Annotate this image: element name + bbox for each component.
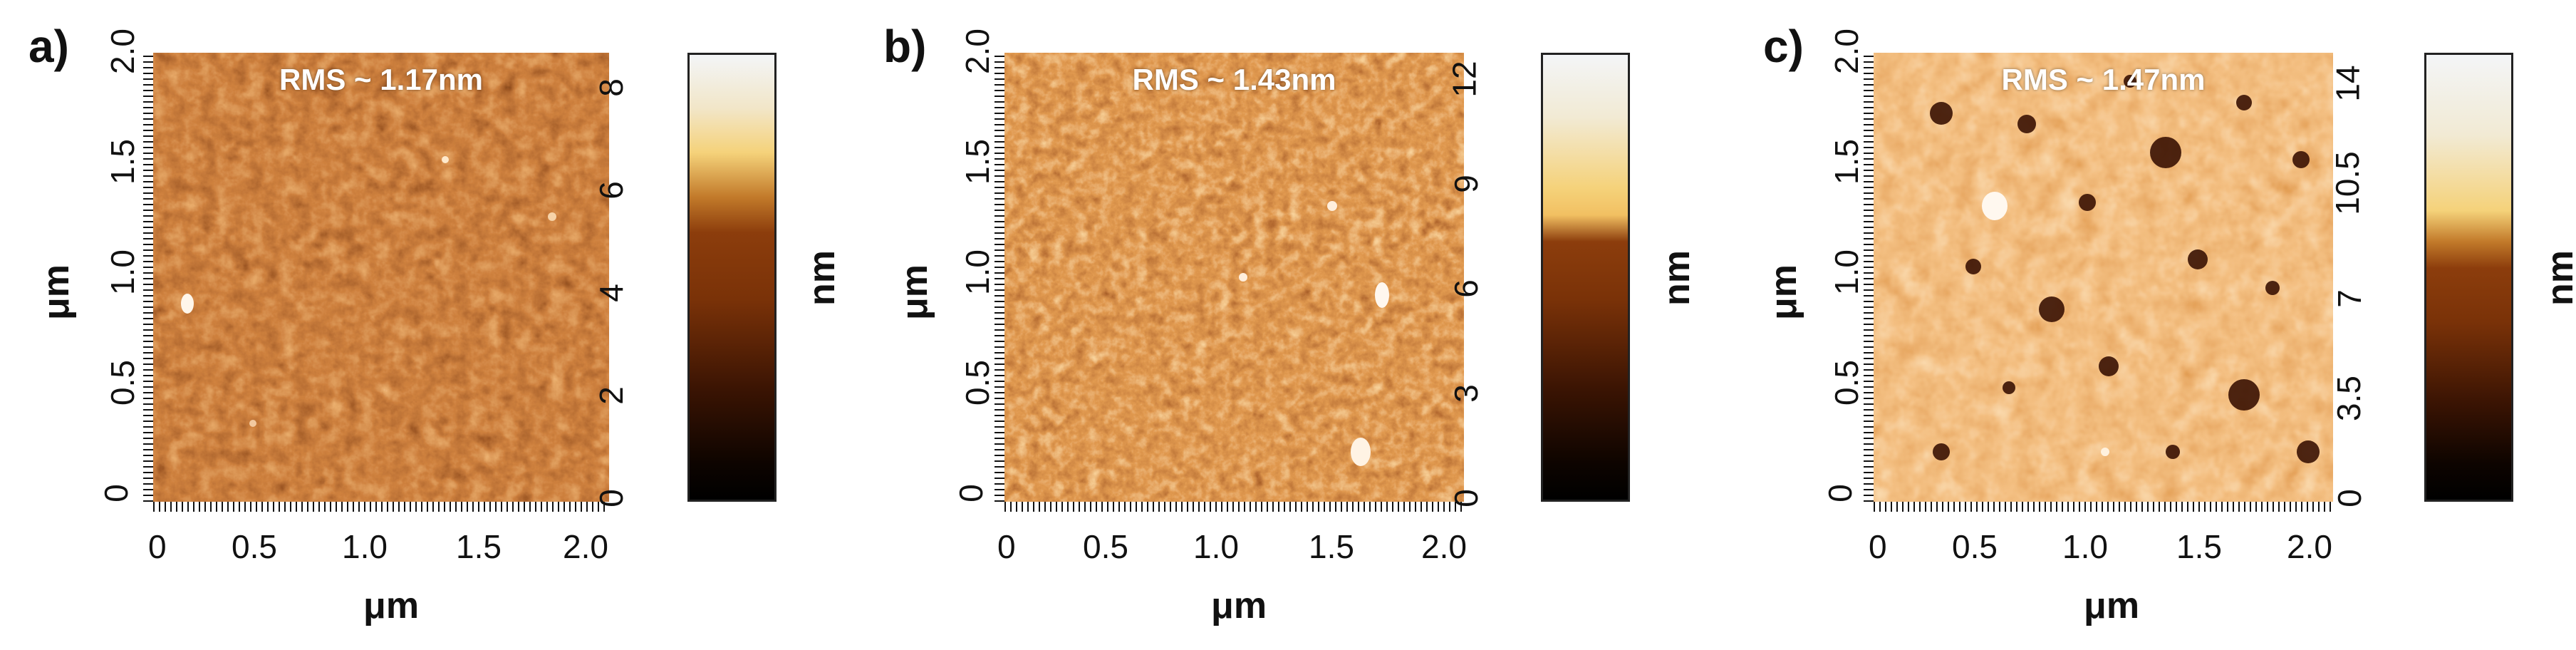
- x-tick-label: 1.0: [2062, 528, 2108, 565]
- colorbar-title: nm: [2540, 250, 2576, 306]
- y-tick-label: 2.0: [958, 29, 996, 74]
- panel-c: c) μm 0 0.5 1.0 1.5 2.0: [1713, 0, 2576, 650]
- x-axis-title: μm: [2084, 585, 2140, 626]
- x-tick-label: 1.5: [2176, 528, 2222, 565]
- colorbar-tick-label: 6: [1447, 279, 1485, 298]
- x-tick-label: 0.5: [232, 528, 277, 565]
- y-tick-label: 2.0: [103, 29, 141, 74]
- y-tick-label: 1.5: [1827, 139, 1865, 185]
- x-tick-label: 2.0: [2287, 528, 2332, 565]
- y-tick-label: 1.5: [958, 139, 996, 185]
- y-tick-label: 0.5: [103, 360, 141, 406]
- colorbar-tick-label: 9: [1447, 175, 1485, 193]
- colorbar-tick-label: 7: [2330, 289, 2368, 308]
- x-tick-label: 2.0: [563, 528, 608, 565]
- panel-label: c): [1763, 21, 1804, 72]
- x-axis-title: μm: [1211, 585, 1267, 626]
- x-tick-label: 1.5: [1309, 528, 1354, 565]
- colorbar-tick-label: 8: [592, 78, 630, 97]
- rms-annotation: RMS ~ 1.17nm: [279, 63, 483, 96]
- panel-label: b): [883, 21, 927, 72]
- x-tick-label: 1.5: [456, 528, 502, 565]
- colorbar-tick-label: 10.5: [2328, 151, 2366, 215]
- afm-height-map: RMS ~ 1.17nm: [153, 53, 609, 502]
- panel-label: a): [28, 21, 69, 72]
- panel-b: b) μm 0 0.5 1.0 1.5 2.0: [858, 0, 1713, 650]
- y-tick-label: 1.0: [1827, 249, 1865, 295]
- y-axis-title: μm: [894, 264, 936, 321]
- colorbar-tick-label: 0: [1447, 489, 1485, 507]
- y-axis-title: μm: [1763, 264, 1805, 321]
- x-axis-ticks-marks: [1874, 502, 2333, 512]
- colorbar-tick-label: 3: [1447, 384, 1485, 403]
- y-tick-label: 1.0: [103, 249, 141, 295]
- colorbar-tick-label: 2: [592, 386, 630, 405]
- x-axis-ticks-marks: [1004, 502, 1464, 512]
- colorbar-tick-label: 12: [1445, 61, 1483, 98]
- x-axis-title: μm: [363, 585, 420, 626]
- y-tick-label: 0: [97, 484, 135, 502]
- rms-annotation: RMS ~ 1.43nm: [1132, 63, 1336, 96]
- afm-height-map: RMS ~ 1.43nm: [1004, 53, 1464, 502]
- colorbar: [2424, 53, 2513, 502]
- x-tick-label: 1.0: [1193, 528, 1239, 565]
- rms-annotation: RMS ~ 1.47nm: [2001, 63, 2206, 96]
- y-axis-ticks-marks: [994, 53, 1004, 502]
- y-axis-ticks-marks: [143, 53, 153, 502]
- y-tick-label: 0: [1821, 484, 1859, 502]
- colorbar-tick-label: 0: [592, 489, 630, 507]
- colorbar-tick-label: 4: [592, 284, 630, 302]
- x-tick-label: 0: [1869, 528, 1887, 565]
- y-tick-label: 1.5: [103, 139, 141, 185]
- colorbar-tick-label: 6: [592, 181, 630, 200]
- x-tick-label: 2.0: [1421, 528, 1467, 565]
- colorbar-tick-label: 0: [2330, 489, 2368, 507]
- y-tick-label: 0.5: [1827, 360, 1865, 406]
- colorbar-title: nm: [1656, 250, 1698, 306]
- x-tick-label: 0: [997, 528, 1016, 565]
- x-tick-label: 0: [148, 528, 167, 565]
- y-tick-label: 0: [952, 484, 990, 502]
- x-tick-label: 0.5: [1083, 528, 1128, 565]
- y-axis-title: μm: [36, 264, 78, 321]
- y-tick-label: 2.0: [1827, 29, 1865, 74]
- panel-a: a) μm 0 0.5 1.0 1.5 2.0: [0, 0, 855, 650]
- colorbar-tick-label: 3.5: [2330, 376, 2367, 421]
- colorbar: [1541, 53, 1630, 502]
- x-tick-label: 0.5: [1952, 528, 1998, 565]
- x-tick-label: 1.0: [342, 528, 388, 565]
- x-axis-ticks-marks: [153, 502, 609, 512]
- y-tick-label: 1.0: [958, 249, 996, 295]
- y-axis-ticks-marks: [1864, 53, 1874, 502]
- y-tick-label: 0.5: [958, 360, 996, 406]
- colorbar-title: nm: [801, 250, 843, 306]
- colorbar: [687, 53, 777, 502]
- colorbar-tick-label: 14: [2329, 65, 2367, 102]
- afm-height-map: RMS ~ 1.47nm: [1874, 53, 2333, 502]
